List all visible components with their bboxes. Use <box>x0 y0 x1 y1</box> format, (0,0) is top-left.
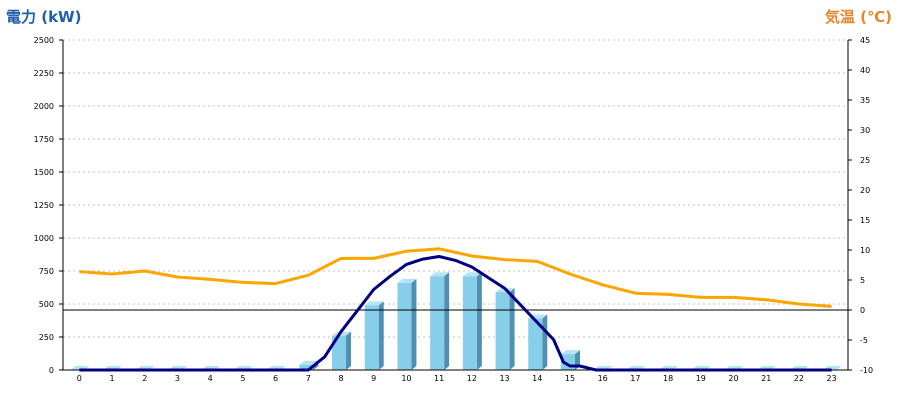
bar-top <box>364 301 384 306</box>
x-tick-label: 21 <box>761 374 771 383</box>
right-tick-label: 25 <box>860 156 870 165</box>
bar <box>528 318 543 370</box>
x-tick-label: 20 <box>728 374 738 383</box>
bar-top <box>430 272 450 277</box>
right-tick-label: 20 <box>860 186 870 195</box>
x-tick-label: 3 <box>175 374 180 383</box>
x-tick-label: 14 <box>532 374 542 383</box>
right-tick-label: 45 <box>860 36 870 45</box>
bar-side <box>346 331 352 370</box>
bar <box>462 276 477 370</box>
right-axis-title: 気温 (℃) <box>824 8 892 26</box>
x-tick-label: 12 <box>467 374 477 383</box>
right-tick-label: 5 <box>860 276 865 285</box>
right-tick-label: -10 <box>860 366 873 375</box>
x-tick-label: 11 <box>434 374 444 383</box>
bar-top <box>299 360 319 365</box>
left-tick-label: 2500 <box>34 36 54 45</box>
x-tick-label: 4 <box>208 374 213 383</box>
bar <box>364 305 379 370</box>
x-tick-label: 0 <box>77 374 82 383</box>
bar <box>299 364 314 370</box>
temperature-line <box>79 247 832 308</box>
left-tick-label: 500 <box>39 300 54 309</box>
x-tick-label: 16 <box>598 374 608 383</box>
right-tick-label: 0 <box>860 306 865 315</box>
left-tick-label: 750 <box>39 267 54 276</box>
bar <box>430 276 445 370</box>
x-tick-label: 2 <box>142 374 147 383</box>
bar-side <box>542 314 548 370</box>
bar-side <box>444 272 450 370</box>
x-tick-label: 22 <box>794 374 804 383</box>
x-tick-label: 8 <box>338 374 343 383</box>
x-tick-label: 18 <box>663 374 673 383</box>
left-tick-label: 0 <box>49 366 54 375</box>
left-tick-label: 1750 <box>34 135 54 144</box>
x-tick-label: 7 <box>306 374 311 383</box>
right-tick-label: -5 <box>860 336 868 345</box>
left-tick-label: 2250 <box>34 69 54 78</box>
bar <box>332 335 347 370</box>
right-tick-label: 10 <box>860 246 870 255</box>
x-tick-label: 6 <box>273 374 278 383</box>
left-tick-label: 2000 <box>34 102 54 111</box>
x-tick-label: 23 <box>827 374 837 383</box>
bar <box>495 292 510 370</box>
bar-side <box>378 301 384 370</box>
bar-side <box>476 272 482 370</box>
bar-side <box>509 288 515 370</box>
x-tick-label: 17 <box>630 374 640 383</box>
x-tick-label: 15 <box>565 374 575 383</box>
x-tick-label: 9 <box>371 374 376 383</box>
left-tick-label: 1000 <box>34 234 54 243</box>
bar-top <box>462 272 482 277</box>
x-tick-label: 1 <box>110 374 115 383</box>
x-tick-label: 10 <box>401 374 411 383</box>
right-tick-label: 15 <box>860 216 870 225</box>
bar-top <box>332 331 352 336</box>
left-tick-label: 250 <box>39 333 54 342</box>
left-tick-label: 1250 <box>34 201 54 210</box>
bar-top <box>397 278 417 283</box>
bar <box>397 282 412 370</box>
right-tick-label: 35 <box>860 96 870 105</box>
power-line <box>79 255 832 372</box>
bar-side <box>411 278 417 370</box>
right-tick-label: 40 <box>860 66 870 75</box>
x-tick-label: 19 <box>696 374 706 383</box>
x-tick-label: 13 <box>499 374 509 383</box>
x-tick-label: 5 <box>240 374 245 383</box>
bar-top <box>560 350 580 355</box>
right-tick-label: 30 <box>860 126 870 135</box>
left-axis-title: 電力 (kW) <box>6 8 82 26</box>
left-tick-label: 1500 <box>34 168 54 177</box>
